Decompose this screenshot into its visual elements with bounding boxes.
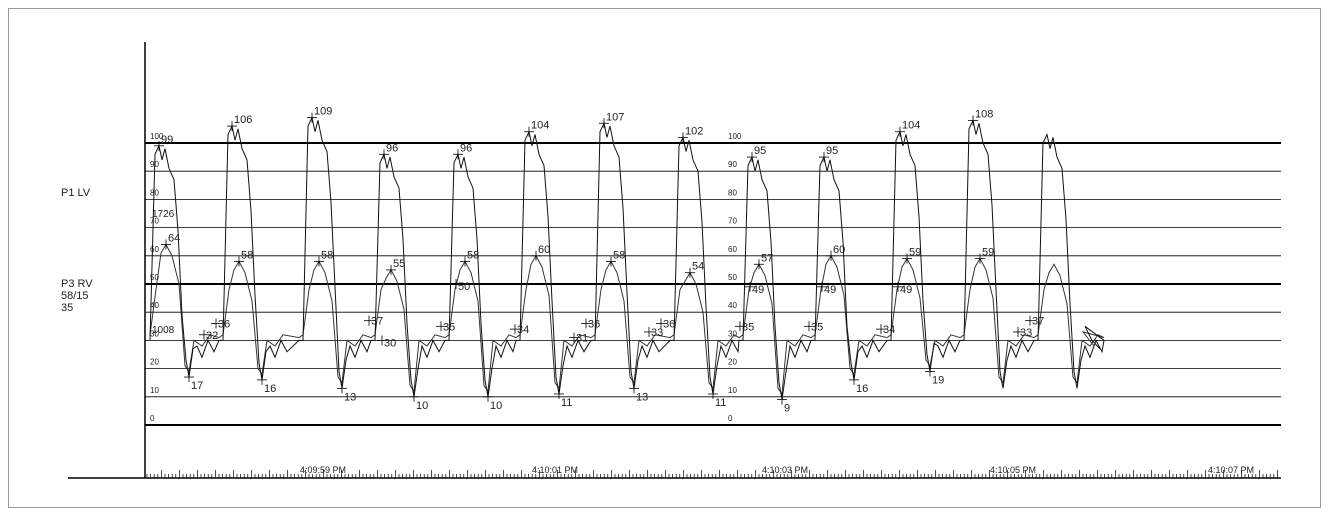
lv-peak-label: 104 [902,120,920,132]
scale-tick-label: 40 [728,301,737,310]
lv-peak-label: 95 [754,145,766,157]
time-label: 4:10:03 PM [762,465,808,475]
lv-peak-label: 108 [975,108,993,120]
lv-peak-label: 102 [685,125,703,137]
scale-tick-label: 0 [150,414,155,423]
rv-diastolic-label: 37 [1032,316,1044,328]
scale-tick-label: 30 [150,329,159,338]
scale-tick-label: 40 [150,301,159,310]
scale-tick-label: 20 [728,358,737,367]
scale-tick-label: 100 [728,132,742,141]
lv-peak-label: 109 [314,106,332,118]
side-readout-label: 1726 [152,209,175,220]
rv-peak-label: 58 [321,249,333,261]
rv-peak-label: 58 [467,249,479,261]
lv-peak-label: 96 [460,142,472,154]
rv-peak-label: 58 [613,249,625,261]
channel-rv-mean: 35 [61,302,74,314]
channel-name-lv: P1 LV [61,187,91,199]
rv-diastolic-label: 35 [811,321,823,333]
scale-tick-label: 100 [150,132,164,141]
scale-tick-label: 90 [728,160,737,169]
lv-trough-label: 19 [932,374,944,386]
rv-peak-label: 58 [241,249,253,261]
rv-peak-label: 60 [833,244,845,256]
lv-peak-label: 96 [386,142,398,154]
scale-tick-label: 60 [728,245,737,254]
lv-peak-label: 99 [161,134,173,146]
lv-peak-label: 106 [234,114,252,126]
channel-label-rv: P3 RV 58/15 35 [61,278,93,314]
lv-trough-label: 10 [490,400,502,412]
lv-trough-label: 17 [191,380,203,392]
rv-peak-label: 55 [393,258,405,270]
time-label: 4:10:05 PM [990,465,1036,475]
rv-peak-label: 64 [168,233,180,245]
side-readout-label: 1008 [152,325,175,336]
time-label: 4:09:59 PM [300,465,346,475]
rv-mid-label: 32 [206,330,218,342]
lv-pressure-trace [149,116,1105,400]
lv-trough-label: 9 [784,403,790,415]
rv-mid-label: 31 [576,333,588,345]
lv-trough-label: 11 [715,397,726,409]
scale-tick-label: 70 [150,217,159,226]
scale-tick-label: 50 [150,273,159,282]
rv-notch-label: 49 [752,284,764,296]
rv-peak-label: 59 [909,247,921,259]
scale-tick-label: 10 [728,386,737,395]
rv-notch-label: 50 [458,281,470,293]
rv-diastolic-label: 35 [742,321,754,333]
scale-tick-label: 80 [728,188,737,197]
scale-tick-label: 60 [150,245,159,254]
lv-peak-label: 95 [826,145,838,157]
lv-trough-label: 13 [636,391,648,403]
scale-tick-label: 50 [728,273,737,282]
scale-tick-label: 0 [728,414,733,423]
rv-notch-label: 30 [384,337,396,349]
rv-diastolic-label: 37 [371,316,383,328]
rv-diastolic-label: 36 [218,318,230,330]
channel-label-lv: P1 LV [61,187,90,199]
rv-peak-label: 59 [982,247,994,259]
rv-mid-label: 33 [651,327,663,339]
rv-diastolic-label: 34 [517,324,529,336]
rv-peak-label: 54 [692,261,704,273]
scale-tick-label: 70 [728,217,737,226]
scale-tick-label: 80 [150,188,159,197]
lv-peak-label: 107 [606,111,624,123]
rv-diastolic-label: 35 [443,321,455,333]
rv-mid-label: 33 [1020,327,1032,339]
lv-trough-label: 16 [856,383,868,395]
time-label: 4:10:07 PM [1208,465,1254,475]
lv-peak-label: 104 [531,120,549,132]
rv-notch-label: 49 [900,284,912,296]
rv-diastolic-label: 36 [663,318,675,330]
lv-trough-label: 10 [416,400,428,412]
time-label: 4:10:01 PM [532,465,578,475]
scale-tick-label: 30 [728,329,737,338]
lv-trough-label: 11 [561,397,572,409]
scale-tick-label: 20 [150,358,159,367]
lv-trough-label: 13 [344,391,356,403]
rv-pressure-trace [149,243,1105,396]
rv-peak-label: 60 [538,244,550,256]
rv-notch-label: 49 [824,284,836,296]
rv-diastolic-label: 36 [588,318,600,330]
chart-frame [8,8,1321,508]
rv-diastolic-label: 34 [883,324,895,336]
lv-trough-label: 16 [264,383,276,395]
scale-tick-label: 10 [150,386,159,395]
channel-rv-pressure: 58/15 [61,290,89,302]
channel-name-rv: P3 RV [61,278,93,290]
rv-peak-label: 57 [761,252,773,264]
